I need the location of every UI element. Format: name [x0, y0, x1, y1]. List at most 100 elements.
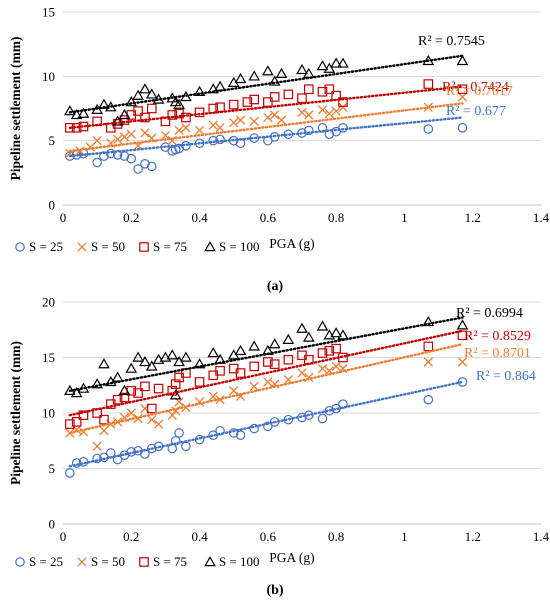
data-point: [457, 92, 468, 102]
data-point: [457, 330, 468, 341]
data-point: [170, 435, 181, 446]
data-point: [235, 368, 246, 378]
data-point: [193, 85, 206, 96]
data-point: [263, 421, 273, 432]
data-point: [70, 108, 83, 120]
trendline: [68, 316, 464, 392]
data-point: [296, 322, 308, 333]
data-point: [324, 129, 335, 140]
data-point: [304, 110, 314, 120]
y-tick-label: 10: [42, 406, 55, 421]
x-tick-label: 0: [60, 210, 67, 225]
data-point: [324, 108, 334, 119]
data-point: [78, 410, 89, 421]
data-point: [118, 384, 131, 395]
legend-label: S = 25: [29, 554, 63, 569]
data-point: [456, 54, 469, 66]
data-point: [242, 97, 253, 107]
y-tick-label: 5: [49, 133, 56, 148]
x-tick-label: 0.6: [260, 529, 277, 544]
r-squared-label: R² = 0.864: [476, 369, 536, 384]
legend-marker: [77, 557, 87, 567]
y-tick-label: 15: [42, 5, 55, 20]
data-point: [235, 115, 246, 125]
trendline: [68, 342, 464, 435]
legend: S = 25 S = 50 S = 75 S = 100: [15, 554, 260, 569]
r-squared-label: R² = 0.677: [446, 104, 506, 119]
data-point: [338, 102, 348, 112]
data-point: [317, 413, 328, 424]
data-point: [268, 75, 281, 86]
r-squared-label: R² = 0.7017: [446, 84, 513, 99]
y-axis-title: Pipeline settlement (mm): [8, 341, 23, 485]
data-point: [65, 419, 75, 429]
x-axis-title: PGA (g): [269, 236, 314, 251]
data-point: [132, 351, 144, 362]
data-point: [126, 129, 136, 139]
trendline: [68, 329, 464, 417]
data-point: [99, 414, 109, 425]
data-point: [283, 414, 294, 425]
legend-label: S = 50: [91, 239, 125, 254]
data-point: [181, 123, 191, 133]
trendline: [68, 85, 464, 130]
data-point: [169, 389, 182, 400]
y-tick-label: 0: [49, 198, 56, 213]
data-point: [268, 338, 281, 349]
y-axis-title: Pipeline settlement (mm): [8, 37, 23, 181]
data-point: [180, 351, 192, 362]
data-point: [140, 112, 150, 123]
data-point: [423, 357, 433, 367]
data-point: [323, 329, 336, 340]
x-tick-label: 0.2: [123, 210, 139, 225]
data-point: [270, 110, 280, 120]
legend-marker: [139, 242, 149, 252]
data-point: [77, 107, 90, 118]
data-point: [229, 386, 239, 396]
trendline: [68, 102, 464, 153]
data-point: [297, 93, 307, 104]
data-point: [249, 381, 259, 392]
data-point: [262, 65, 274, 76]
data-point: [193, 358, 206, 369]
data-point: [422, 315, 435, 327]
data-point: [249, 361, 259, 372]
data-point: [235, 430, 246, 440]
x-tick-label: 1: [401, 529, 408, 544]
data-point: [181, 441, 191, 452]
trendline: [68, 380, 464, 468]
trendline: [68, 54, 464, 114]
data-point: [324, 84, 335, 94]
x-tick-label: 0.4: [191, 529, 208, 544]
data-point: [263, 377, 273, 387]
data-point: [146, 161, 157, 172]
data-point: [112, 150, 123, 160]
data-point: [118, 108, 131, 120]
data-point: [152, 353, 165, 364]
data-point: [133, 106, 143, 116]
data-point: [133, 388, 143, 398]
data-point: [263, 357, 273, 367]
data-point: [92, 453, 102, 464]
x-tick-label: 1: [401, 210, 408, 225]
data-point: [316, 60, 329, 71]
data-point: [145, 360, 158, 371]
data-point: [174, 428, 184, 438]
data-point: [269, 92, 280, 102]
data-point: [297, 368, 307, 378]
x-tick-label: 0.6: [260, 210, 277, 225]
data-point: [166, 349, 179, 360]
data-point: [263, 112, 273, 123]
y-tick-label: 0: [49, 517, 56, 532]
data-point: [167, 410, 177, 420]
data-point: [71, 417, 82, 427]
data-point: [302, 331, 315, 342]
data-point: [132, 89, 144, 100]
data-point: [65, 468, 75, 478]
data-point: [170, 379, 181, 389]
data-point: [215, 366, 225, 376]
data-point: [269, 359, 280, 369]
data-point: [423, 124, 434, 134]
x-tick-label: 0.4: [191, 210, 208, 225]
legend: S = 25 S = 50 S = 75 S = 100: [15, 239, 260, 254]
